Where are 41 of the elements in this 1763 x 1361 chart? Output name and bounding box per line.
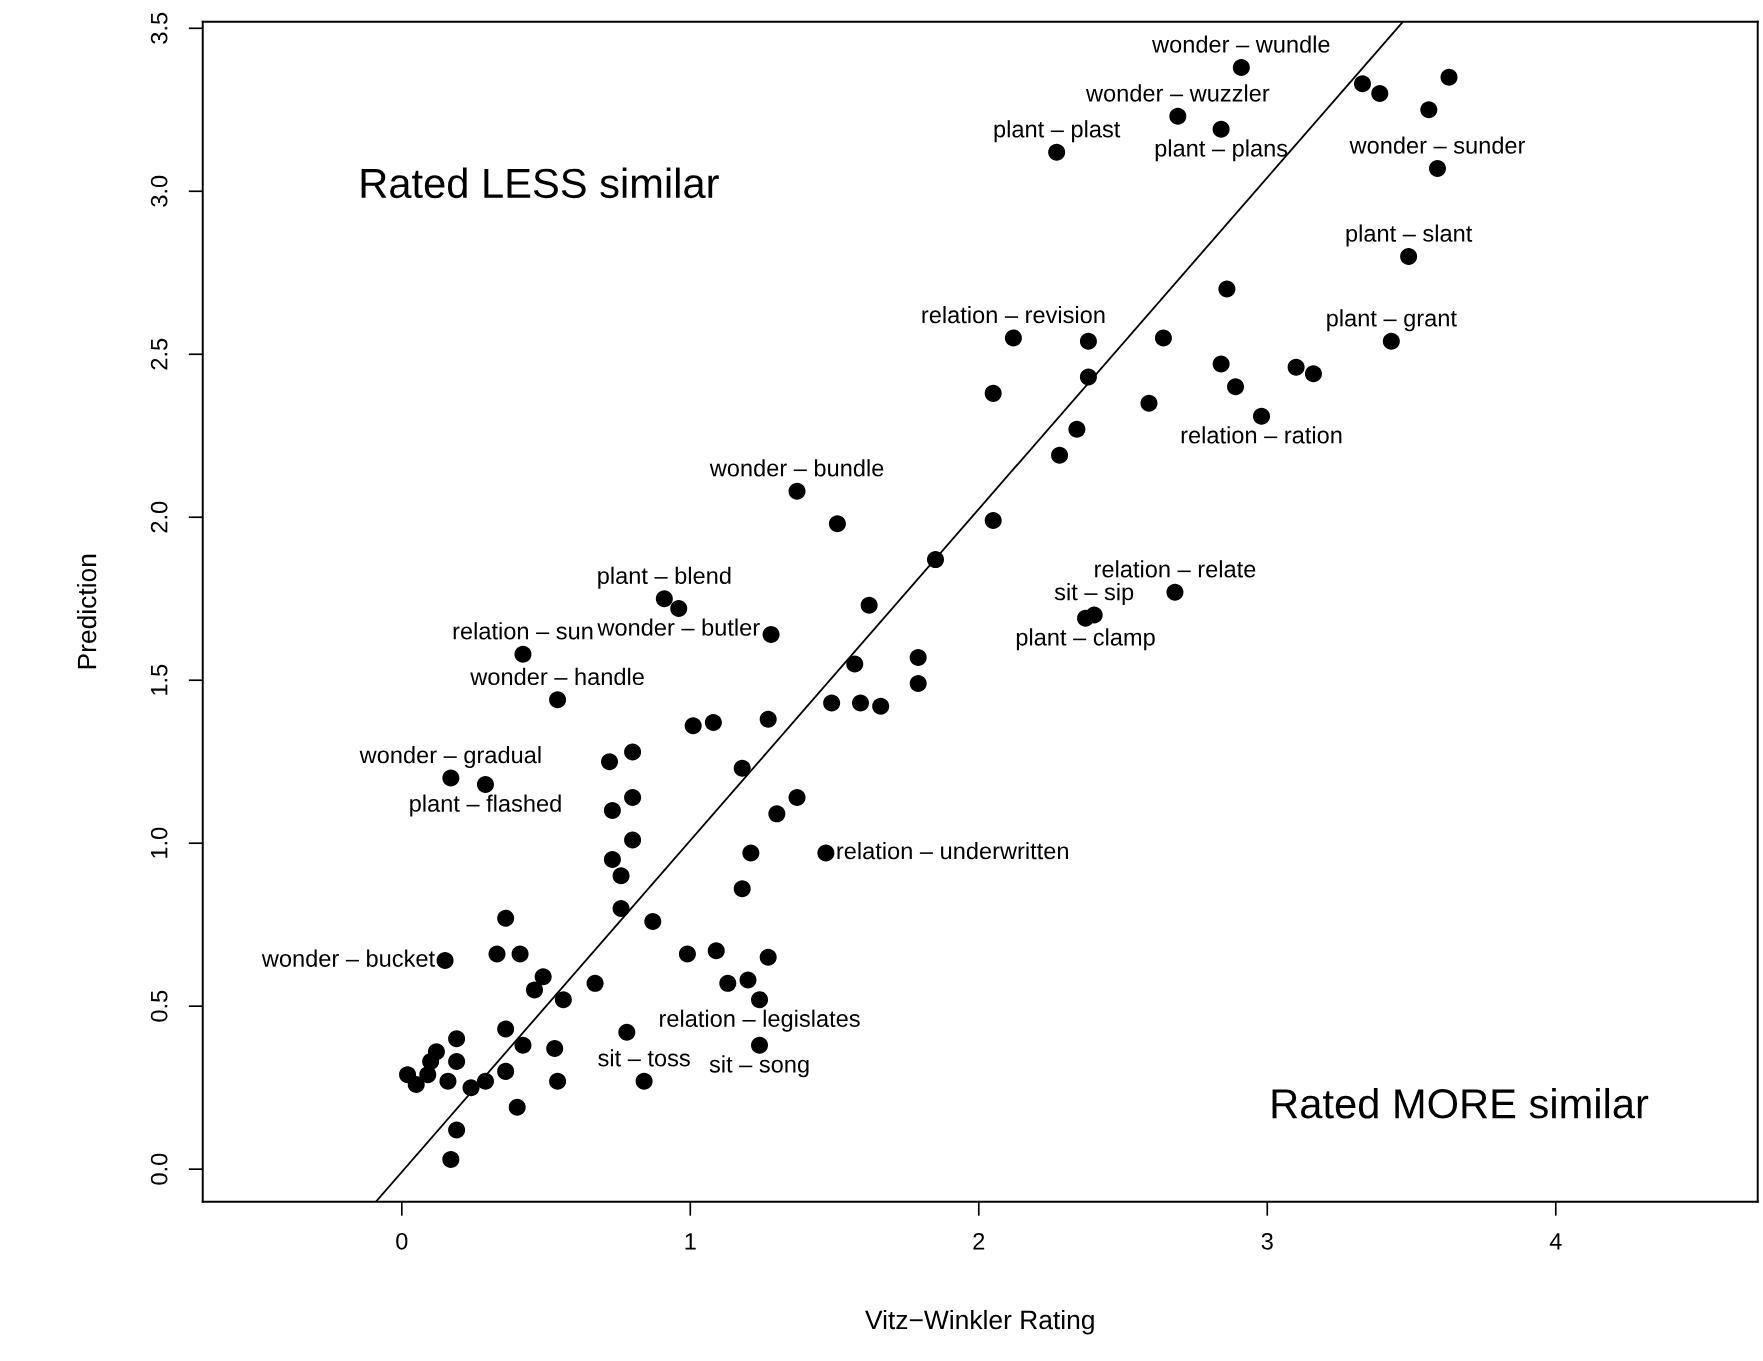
annotation: wonder – bucket	[261, 949, 435, 967]
annotation: relation – legislates	[660, 1009, 860, 1032]
annotation: sit – sip	[1054, 583, 1134, 606]
x-tick-label: 0	[396, 1232, 408, 1250]
y-tick-label: 3.5	[150, 12, 168, 44]
annotation: wonder – handle	[470, 667, 644, 686]
annotation: wonder – wuzzler	[1085, 84, 1270, 102]
annotation: relation – sun	[453, 622, 593, 640]
annotation: relation – underwritten	[837, 841, 1068, 860]
annotation: plant – plans	[1155, 139, 1288, 162]
annotation: sit – song	[709, 1055, 809, 1078]
annotation: relation – relate	[1095, 560, 1256, 578]
annotation: wonder – wundle	[1152, 35, 1330, 53]
x-axis-title: Vitz−Winkler Rating	[865, 1309, 1094, 1335]
y-tick-label: 0.0	[150, 1153, 168, 1185]
annotation: wonder – butler	[597, 618, 760, 636]
annotation: plant – grant	[1327, 309, 1457, 332]
annotation: sit – toss	[598, 1049, 690, 1067]
y-tick-label: 2.0	[150, 501, 168, 533]
annotation: Rated MORE similar	[1272, 1087, 1649, 1119]
y-tick-label: 3.0	[150, 175, 168, 207]
annotation: plant – clamp	[1016, 628, 1155, 651]
x-tick-label: 2	[973, 1232, 985, 1250]
y-tick-label: 1.0	[150, 827, 168, 858]
y-tick-label: 2.5	[150, 338, 168, 370]
annotation: plant – slant	[1346, 224, 1473, 247]
annotation: wonder – sunder	[1349, 136, 1526, 154]
annotation: relation – revision	[922, 305, 1105, 324]
annotation: plant – blend	[598, 566, 731, 589]
x-tick-label: 1	[685, 1233, 696, 1250]
y-tick-label: 0.5	[150, 990, 168, 1022]
annotation: wonder – gradual	[359, 746, 541, 769]
annotation: plant – flashed	[410, 794, 561, 817]
x-tick-label: 4	[1549, 1233, 1562, 1250]
annotation: wonder – bundle	[709, 459, 884, 477]
annotation: relation – ration	[1181, 426, 1342, 444]
annotation: plant – plast	[994, 120, 1121, 143]
y-axis-title: Prediction	[76, 554, 97, 669]
x-tick-label: 3	[1261, 1232, 1273, 1250]
y-tick-label: 1.5	[151, 664, 168, 695]
annotation: Rated LESS similar	[361, 167, 719, 199]
